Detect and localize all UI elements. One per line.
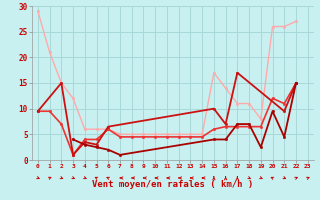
X-axis label: Vent moyen/en rafales ( km/h ): Vent moyen/en rafales ( km/h ): [92, 180, 253, 189]
